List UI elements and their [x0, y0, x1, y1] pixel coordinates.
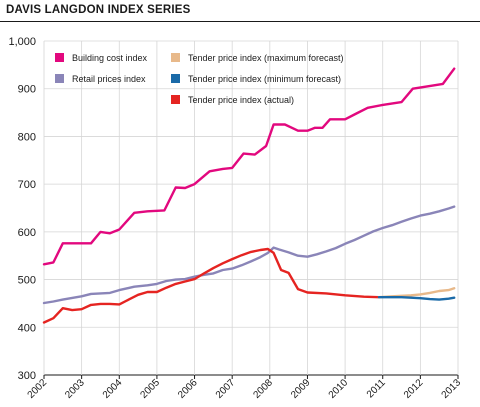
series-line-building-cost-index	[42, 67, 456, 266]
x-tick-label: 2009	[289, 377, 313, 401]
y-tick-label: 300	[18, 370, 36, 382]
x-tick-label: 2008	[251, 377, 275, 401]
x-tick-label: 2004	[101, 377, 125, 401]
legend-label-tender-price-index-actual: Tender price index (actual)	[188, 95, 294, 105]
legend-label-building-cost-index: Building cost index	[72, 53, 148, 63]
x-tick-label: 2006	[176, 377, 200, 401]
x-tick-label: 2005	[139, 377, 163, 401]
legend-swatch-building-cost-index	[55, 53, 64, 62]
gridlines	[43, 40, 459, 379]
x-tick-label: 2010	[327, 377, 351, 401]
legend-swatch-tender-price-index-actual	[171, 95, 180, 104]
legend-swatch-retail-prices-index	[55, 74, 64, 83]
series-line-tender-price-index-maximum-forecast	[377, 287, 456, 299]
series-line-tender-price-index-actual	[42, 247, 381, 324]
y-tick-label: 700	[18, 179, 36, 191]
legend-swatch-tender-price-index-minimum-forecast	[171, 74, 180, 83]
x-tick-label: 2003	[63, 377, 87, 401]
y-tick-label: 1,000	[8, 36, 36, 48]
y-tick-label: 900	[18, 84, 36, 96]
series-line-retail-prices-index	[42, 205, 456, 305]
y-tick-label: 800	[18, 131, 36, 143]
y-tick-label: 400	[18, 322, 36, 334]
legend-swatch-tender-price-index-maximum-forecast	[171, 53, 180, 62]
series-lines	[42, 67, 456, 324]
x-tick-label: 2011	[365, 377, 388, 400]
title-divider	[0, 21, 480, 22]
x-tick-label: 2012	[402, 377, 426, 401]
legend: Building cost index Retail prices index Te…	[55, 53, 344, 105]
series-line-tender-price-index-minimum-forecast	[377, 296, 456, 301]
x-axis-ticks: 2002 2003 2004 2005 2006 2007 2008 2009 2010 2011…	[26, 377, 464, 401]
y-tick-label: 600	[18, 227, 36, 239]
y-tick-label: 500	[18, 275, 36, 287]
y-axis-ticks: 300 400 500 600 700 800 900 1,000	[8, 36, 36, 382]
chart-title: DAVIS LANGDON INDEX SERIES	[6, 4, 191, 16]
legend-label-tender-price-index-minimum-forecast: Tender price index (minimum forecast)	[188, 74, 341, 84]
x-tick-label: 2013	[440, 377, 464, 401]
legend-label-retail-prices-index: Retail prices index	[72, 74, 146, 84]
legend-label-tender-price-index-maximum-forecast: Tender price index (maximum forecast)	[188, 53, 344, 63]
x-tick-label: 2007	[214, 377, 238, 401]
